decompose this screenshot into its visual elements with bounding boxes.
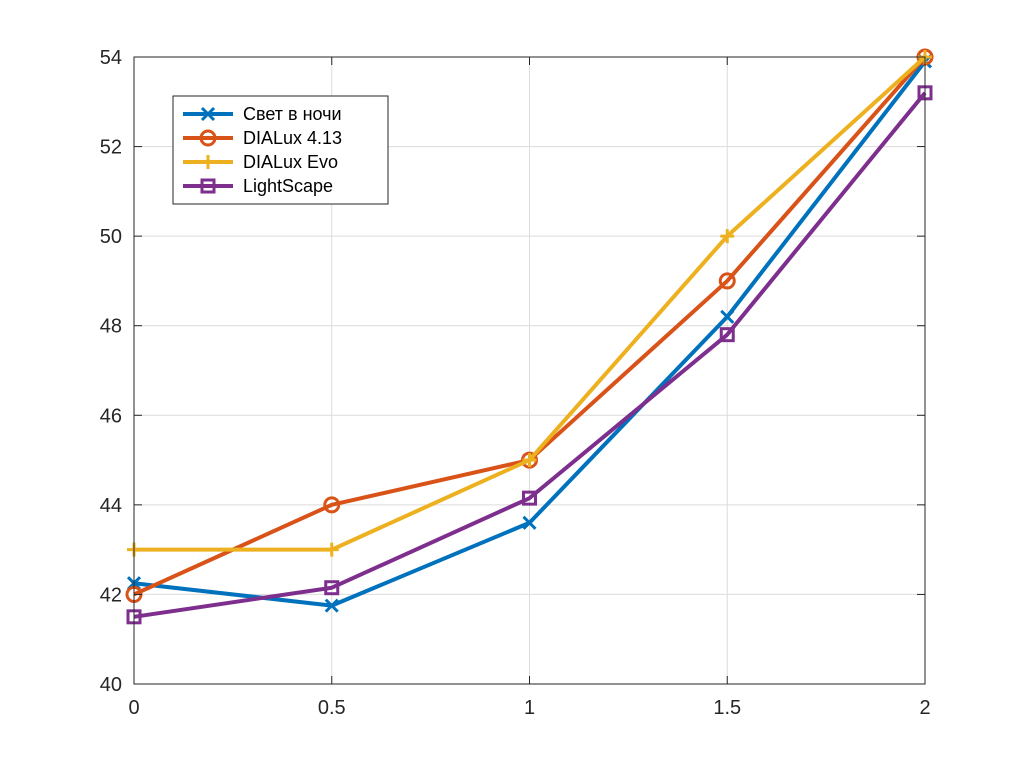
data-point [324,580,340,596]
y-tick-label: 52 [100,137,122,159]
x-tick-label: 1.5 [713,697,741,719]
axis-ticks: 0 0.5 1 1.5 2 40 42 44 46 48 50 52 54 [100,47,931,719]
legend-marker [199,129,217,147]
data-point [522,490,537,506]
legend-entry: Свет в ночи [183,104,342,124]
x-tick-label: 1 [524,697,535,719]
legend-marker [200,178,216,194]
legend-label: Свет в ночи [243,104,342,124]
data-point [718,272,736,290]
x-tick-label: 2 [919,697,930,719]
x-tick-label: 0.5 [318,697,346,719]
legend-marker [200,106,216,122]
y-tick-label: 54 [100,47,122,69]
series-line [133,91,927,619]
data-point [324,542,339,557]
x-tick-label: 0 [128,697,139,719]
y-tick-label: 48 [100,316,122,338]
data-point [522,515,537,530]
y-tick-label: 40 [100,674,122,696]
data-point [719,327,735,343]
legend-label: DIALux 4.13 [243,128,342,148]
data-point [720,309,735,324]
y-tick-label: 46 [100,405,122,427]
legend-label: LightScape [243,176,333,196]
legend-marker [201,155,215,169]
data-point [324,598,339,613]
legend-entry: DIALux Evo [183,152,338,172]
y-tick-label: 50 [100,226,122,248]
legend: Свет в ночи DIALux 4.13 DIALux Evo LightSca… [172,95,389,205]
data-point [522,453,537,468]
data-point [323,496,341,514]
series-lines [125,48,934,625]
y-tick-label: 44 [100,495,122,517]
legend-entry: DIALux 4.13 [183,128,342,148]
data-point [720,229,735,244]
legend-entry: LightScape [183,176,333,196]
legend-label: DIALux Evo [243,152,338,172]
y-tick-label: 42 [100,584,122,606]
